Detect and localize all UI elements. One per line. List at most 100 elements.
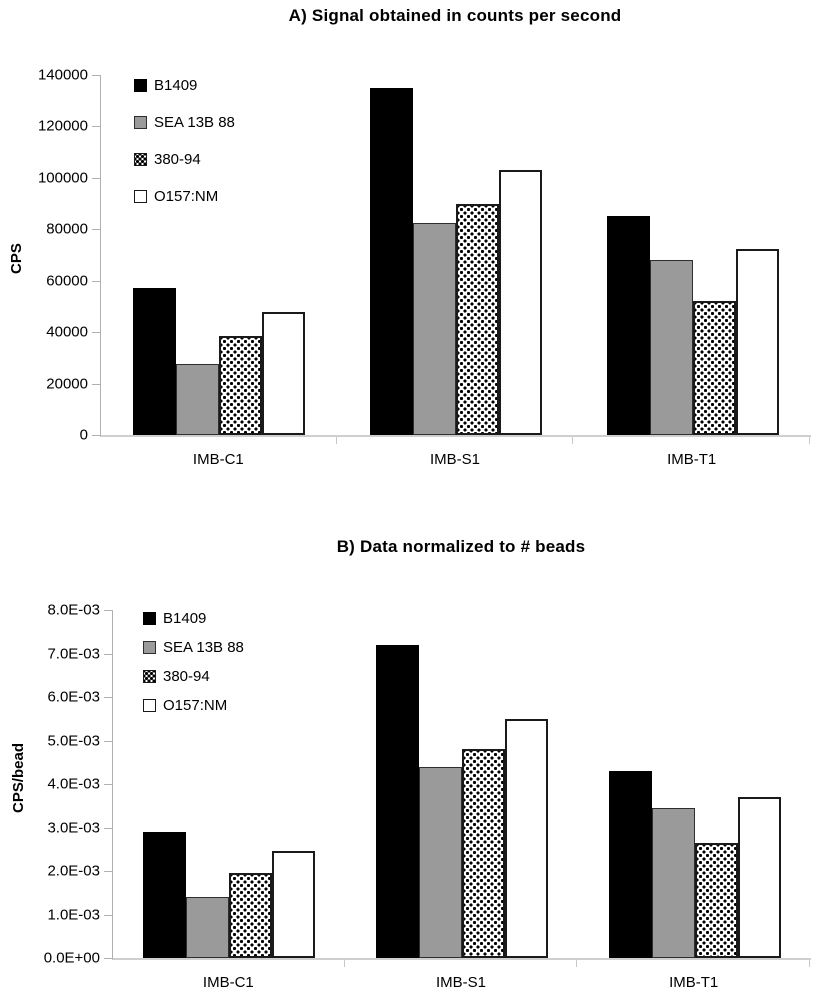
- bar-b1409-imb-s1: [370, 87, 413, 435]
- x-category-label-imb-c1: IMB-C1: [112, 960, 345, 991]
- x-category-label-imb-s1: IMB-S1: [345, 960, 578, 991]
- y-tick-label: 0.0E+00: [43, 949, 100, 967]
- bar-groups: [113, 610, 811, 958]
- legend-label: B1409: [154, 77, 198, 94]
- x-tick-mark: [576, 960, 578, 967]
- legend-label: SEA 13B 88: [154, 114, 235, 131]
- legend-item-380-94: 380-94: [134, 141, 235, 178]
- bar-sea-13b-88-imb-t1: [649, 260, 693, 435]
- y-tick-label: 120000: [37, 117, 88, 135]
- y-tick-label: 100000: [37, 169, 88, 187]
- bar-group-imb-s1: [338, 75, 575, 435]
- bar-b1409-imb-c1: [143, 831, 187, 958]
- legend-item-sea-13b-88: SEA 13B 88: [143, 633, 244, 662]
- y-tick-label: 60000: [46, 272, 88, 290]
- plot-area: B1409 SEA 13B 88 380-94 O157:NM: [104, 610, 811, 960]
- chart-title: A) Signal obtained in counts per second: [288, 6, 622, 25]
- bar-380-94-imb-t1: [692, 301, 736, 435]
- y-tick-label: 7.0E-03: [47, 645, 100, 662]
- bar-380-94-imb-c1: [219, 336, 263, 435]
- y-tick-label: 80000: [46, 220, 88, 238]
- chart-title: B) Data normalized to # beads: [336, 537, 586, 556]
- y-tick-label: 0: [79, 426, 88, 444]
- legend-marker-dotted-square-icon: [134, 153, 147, 166]
- legend-label: O157:NM: [154, 188, 219, 205]
- y-tick-mark: [92, 332, 101, 334]
- bar-o157-nm-imb-s1: [505, 718, 548, 958]
- bar-sea-13b-88-imb-t1: [651, 807, 695, 958]
- plot-area: B1409 SEA 13B 88 380-94 O157:NM: [92, 75, 811, 437]
- y-tick-mark: [92, 177, 101, 179]
- x-category-label-imb-c1: IMB-C1: [100, 437, 337, 468]
- x-category-label-imb-t1: IMB-T1: [573, 437, 811, 468]
- legend-item-b1409: B1409: [134, 67, 235, 104]
- y-tick-label: 40000: [46, 323, 88, 341]
- legend: B1409 SEA 13B 88 380-94 O157:NM: [134, 67, 235, 215]
- y-tick-mark: [104, 740, 113, 742]
- bar-o157-nm-imb-c1: [272, 851, 316, 958]
- y-tick-mark: [104, 914, 113, 916]
- x-tick-mark: [572, 437, 574, 444]
- y-tick-mark: [92, 126, 101, 128]
- y-tick-mark: [104, 610, 113, 611]
- legend-label: 380-94: [163, 668, 210, 685]
- bar-sea-13b-88-imb-c1: [186, 897, 230, 958]
- bar-sea-13b-88-imb-c1: [176, 364, 220, 435]
- legend-marker-black-square-icon: [134, 79, 147, 92]
- bar-380-94-imb-s1: [462, 749, 505, 958]
- bar-group-imb-c1: [101, 75, 338, 435]
- x-tick-mark: [809, 437, 811, 444]
- legend-marker-white-square-icon: [143, 699, 156, 712]
- chart-panel-a: A) Signal obtained in counts per second …: [0, 6, 811, 468]
- y-tick-label: 20000: [46, 375, 88, 393]
- legend-label: O157:NM: [163, 697, 228, 714]
- x-tick-mark: [809, 960, 811, 967]
- y-tick-label: 2.0E-03: [47, 862, 100, 880]
- x-tick-mark: [335, 437, 337, 444]
- bar-b1409-imb-t1: [606, 216, 650, 435]
- x-tick-mark: [343, 960, 345, 967]
- y-tick-mark: [92, 383, 101, 385]
- legend-item-b1409: B1409: [143, 604, 244, 633]
- bar-groups: [101, 75, 811, 435]
- legend-marker-dotted-square-icon: [143, 670, 156, 683]
- y-tick-mark: [104, 697, 113, 698]
- y-tick-mark: [92, 435, 101, 436]
- bar-group-imb-t1: [574, 75, 811, 435]
- bar-sea-13b-88-imb-s1: [413, 222, 456, 435]
- y-tick-mark: [104, 871, 113, 872]
- y-tick-label: 4.0E-03: [47, 775, 100, 793]
- bar-o157-nm-imb-t1: [737, 797, 781, 958]
- bar-o157-nm-imb-c1: [262, 311, 306, 435]
- bar-380-94-imb-t1: [694, 842, 738, 958]
- y-tick-label: 140000: [37, 66, 88, 84]
- y-axis-ticks: 0 20000 40000 60000 80000 100000 120000 140000: [0, 68, 100, 443]
- bar-b1409-imb-s1: [376, 644, 419, 958]
- legend-label: B1409: [163, 610, 207, 627]
- bar-380-94-imb-s1: [456, 203, 499, 435]
- x-axis-labels: IMB-C1 IMB-S1 IMB-T1: [112, 960, 811, 991]
- legend-label: SEA 13B 88: [163, 639, 244, 656]
- bar-sea-13b-88-imb-s1: [419, 766, 462, 958]
- y-tick-label: 5.0E-03: [47, 732, 100, 749]
- y-tick-mark: [92, 229, 101, 231]
- legend-marker-white-square-icon: [134, 190, 147, 203]
- y-axis-ticks: 0.0E+00 1.0E-03 2.0E-03 3.0E-03 4.0E-03 5.0E-…: [0, 603, 112, 966]
- bar-group-imb-t1: [578, 610, 811, 958]
- x-category-label-imb-t1: IMB-T1: [577, 960, 811, 991]
- y-tick-label: 8.0E-03: [47, 601, 100, 619]
- y-tick-mark: [104, 827, 113, 829]
- legend-item-sea-13b-88: SEA 13B 88: [134, 104, 235, 141]
- legend-marker-gray-square-icon: [143, 641, 156, 654]
- bar-380-94-imb-c1: [229, 873, 273, 958]
- y-tick-mark: [104, 958, 113, 959]
- legend: B1409 SEA 13B 88 380-94 O157:NM: [143, 604, 244, 720]
- y-tick-label: 3.0E-03: [47, 819, 100, 836]
- legend-item-380-94: 380-94: [143, 662, 244, 691]
- y-tick-label: 6.0E-03: [47, 688, 100, 706]
- y-tick-mark: [104, 784, 113, 785]
- bar-group-imb-c1: [113, 610, 346, 958]
- legend-item-o157-nm: O157:NM: [134, 178, 235, 215]
- bar-b1409-imb-c1: [133, 288, 177, 435]
- bar-o157-nm-imb-s1: [499, 170, 542, 435]
